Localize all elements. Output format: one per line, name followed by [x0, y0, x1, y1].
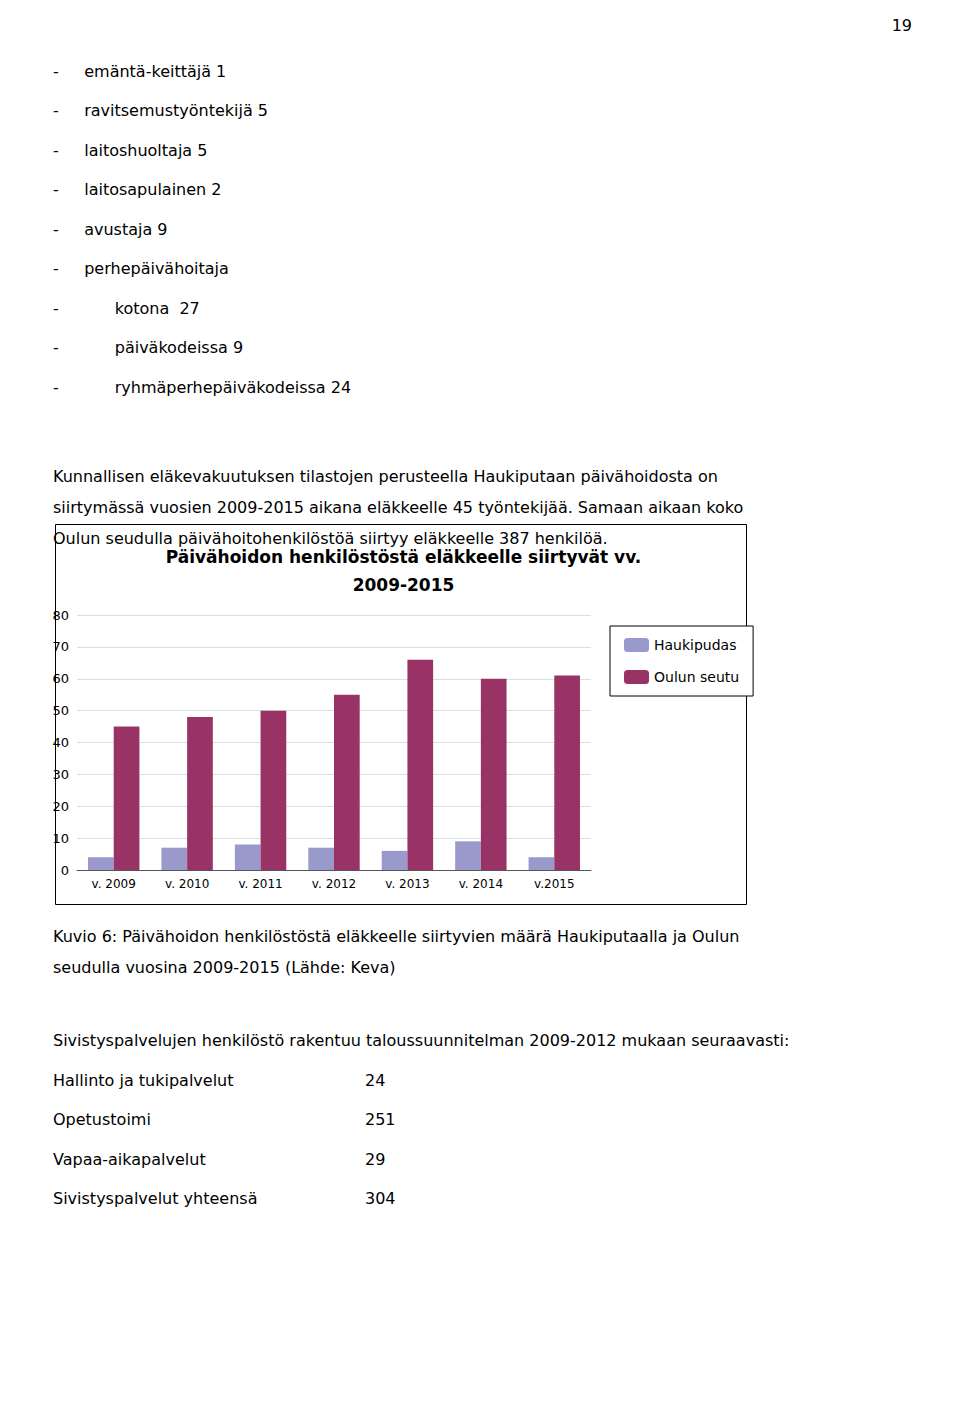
svg-text:50: 50 [52, 703, 69, 718]
svg-text:Kunnallisen eläkevakuutuksen t: Kunnallisen eläkevakuutuksen tilastojen … [53, 467, 718, 486]
svg-text:Haukipudas: Haukipudas [654, 637, 737, 653]
svg-text:Opetustoimi: Opetustoimi [53, 1110, 151, 1129]
svg-text:v. 2009: v. 2009 [92, 877, 136, 891]
svg-text:siirtymässä vuosien 2009-2015: siirtymässä vuosien 2009-2015 aikana elä… [53, 498, 743, 517]
svg-text:Oulun seudulla päivähoitohenki: Oulun seudulla päivähoitohenkilöstöä sii… [53, 529, 608, 548]
svg-text:v. 2012: v. 2012 [312, 877, 356, 891]
svg-text:- päiväkodeissa 9: - päiväkodeissa 9 [53, 338, 243, 357]
svg-text:v. 2014: v. 2014 [459, 877, 503, 891]
svg-text:v.2015: v.2015 [534, 877, 575, 891]
svg-text:- laitosapulainen 2: - laitosapulainen 2 [53, 180, 221, 199]
svg-text:v. 2011: v. 2011 [238, 877, 282, 891]
svg-text:Vapaa-aikapalvelut: Vapaa-aikapalvelut [53, 1150, 206, 1169]
svg-text:40: 40 [52, 735, 69, 750]
svg-text:- ravitsemustyöntekijä 5: - ravitsemustyöntekijä 5 [53, 101, 268, 120]
svg-text:20: 20 [52, 799, 69, 814]
svg-text:- avustaja 9: - avustaja 9 [53, 220, 168, 239]
svg-text:- emäntä-keittäjä 1: - emäntä-keittäjä 1 [53, 62, 226, 81]
svg-text:Hallinto ja tukipalvelut: Hallinto ja tukipalvelut [53, 1071, 234, 1090]
svg-text:30: 30 [52, 767, 69, 782]
svg-text:70: 70 [52, 639, 69, 654]
svg-text:19: 19 [892, 16, 912, 35]
svg-text:Päivähoidon henkilöstöstä eläk: Päivähoidon henkilöstöstä eläkkeelle sii… [166, 547, 642, 567]
svg-text:Oulun seutu: Oulun seutu [654, 669, 739, 685]
svg-text:304: 304 [365, 1189, 396, 1208]
svg-text:Sivistyspalvelujen henkilöstö: Sivistyspalvelujen henkilöstö rakentuu t… [53, 1031, 789, 1050]
svg-text:v. 2010: v. 2010 [165, 877, 209, 891]
svg-text:80: 80 [52, 608, 69, 623]
svg-text:- kotona 27: - kotona 27 [53, 299, 200, 318]
svg-text:29: 29 [365, 1150, 385, 1169]
svg-text:- ryhmäperhepäiväkod: - ryhmäperhepäiväkodeissa 24 [53, 378, 351, 397]
svg-text:0: 0 [61, 863, 69, 878]
svg-text:251: 251 [365, 1110, 396, 1129]
svg-text:Kuvio 6: Päivähoidon henkilöst: Kuvio 6: Päivähoidon henkilöstöstä eläkk… [53, 927, 739, 946]
svg-text:24: 24 [365, 1071, 385, 1090]
svg-text:- perhepäivähoitaja: - perhepäivähoitaja [53, 259, 229, 278]
svg-text:seudulla vuosina 2009-2015 (Lä: seudulla vuosina 2009-2015 (Lähde: Keva) [53, 958, 396, 977]
svg-text:60: 60 [52, 671, 69, 686]
svg-text:Sivistyspalvelut yhteensä: Sivistyspalvelut yhteensä [53, 1189, 257, 1208]
svg-text:v. 2013: v. 2013 [385, 877, 429, 891]
svg-text:10: 10 [52, 831, 69, 846]
svg-text:- laitoshuoltaja 5: - laitoshuoltaja 5 [53, 141, 207, 160]
svg-text:2009-2015: 2009-2015 [353, 575, 455, 595]
